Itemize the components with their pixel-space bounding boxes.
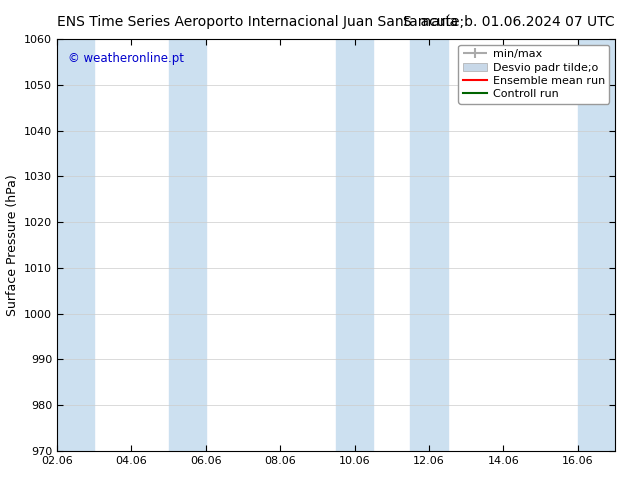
Bar bbox=[336, 39, 373, 451]
Text: ENS Time Series Aeroporto Internacional Juan Santamaría: ENS Time Series Aeroporto Internacional … bbox=[57, 15, 458, 29]
Bar bbox=[169, 39, 206, 451]
Y-axis label: Surface Pressure (hPa): Surface Pressure (hPa) bbox=[6, 174, 18, 316]
Bar bbox=[57, 39, 94, 451]
Bar bbox=[410, 39, 448, 451]
Text: S  acute;b. 01.06.2024 07 UTC: S acute;b. 01.06.2024 07 UTC bbox=[403, 15, 615, 29]
Bar bbox=[578, 39, 615, 451]
Legend: min/max, Desvio padr tilde;o, Ensemble mean run, Controll run: min/max, Desvio padr tilde;o, Ensemble m… bbox=[458, 45, 609, 104]
Text: © weatheronline.pt: © weatheronline.pt bbox=[68, 51, 184, 65]
